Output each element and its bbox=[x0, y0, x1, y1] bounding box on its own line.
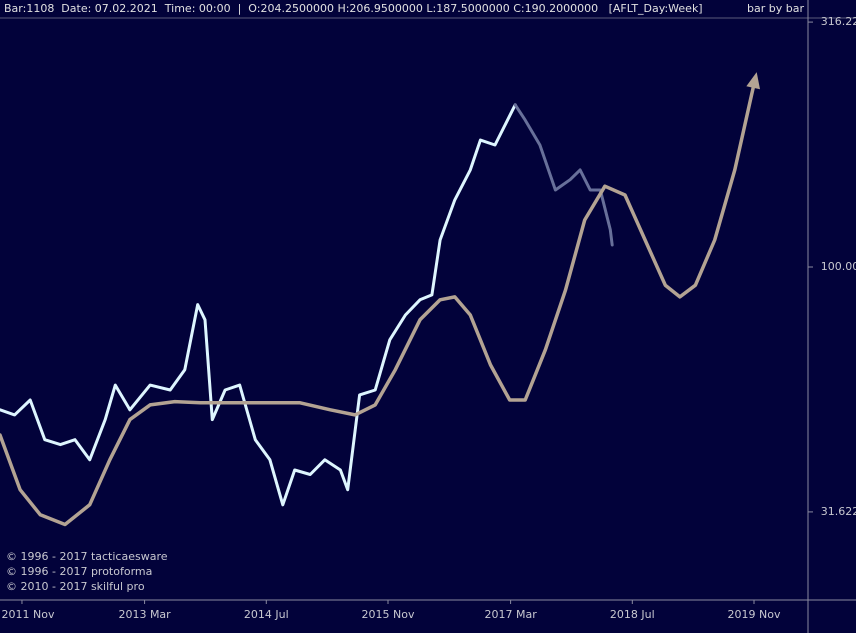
x-tick-label: 2014 Jul bbox=[244, 608, 289, 621]
plot-area bbox=[0, 72, 761, 527]
series-line bbox=[513, 103, 614, 247]
x-tick-label: 2017 Mar bbox=[484, 608, 537, 621]
credit: © 2010 - 2017 skilful pro bbox=[6, 580, 145, 593]
credit: © 1996 - 2017 protoforma bbox=[6, 565, 152, 578]
x-tick-label: 2015 Nov bbox=[362, 608, 415, 621]
header-info: Bar:1108 Date: 07.02.2021 Time: 00:00 | … bbox=[4, 2, 703, 15]
y-tick-label: 316.22 bbox=[821, 15, 856, 28]
arrow-head bbox=[746, 72, 761, 90]
x-tick-label: 2019 Nov bbox=[728, 608, 781, 621]
series-line bbox=[0, 103, 517, 507]
y-tick-label: 31.622 bbox=[821, 505, 856, 518]
credit: © 1996 - 2017 tacticaesware bbox=[6, 550, 168, 563]
series-line bbox=[0, 78, 757, 527]
x-tick-label: 2018 Jul bbox=[610, 608, 655, 621]
header-bar bbox=[0, 0, 856, 18]
x-tick-label: 2011 Nov bbox=[2, 608, 55, 621]
x-tick-label: 2013 Mar bbox=[118, 608, 171, 621]
y-tick-label: 100.00 bbox=[821, 260, 856, 273]
mode-label: bar by bar bbox=[747, 2, 804, 15]
